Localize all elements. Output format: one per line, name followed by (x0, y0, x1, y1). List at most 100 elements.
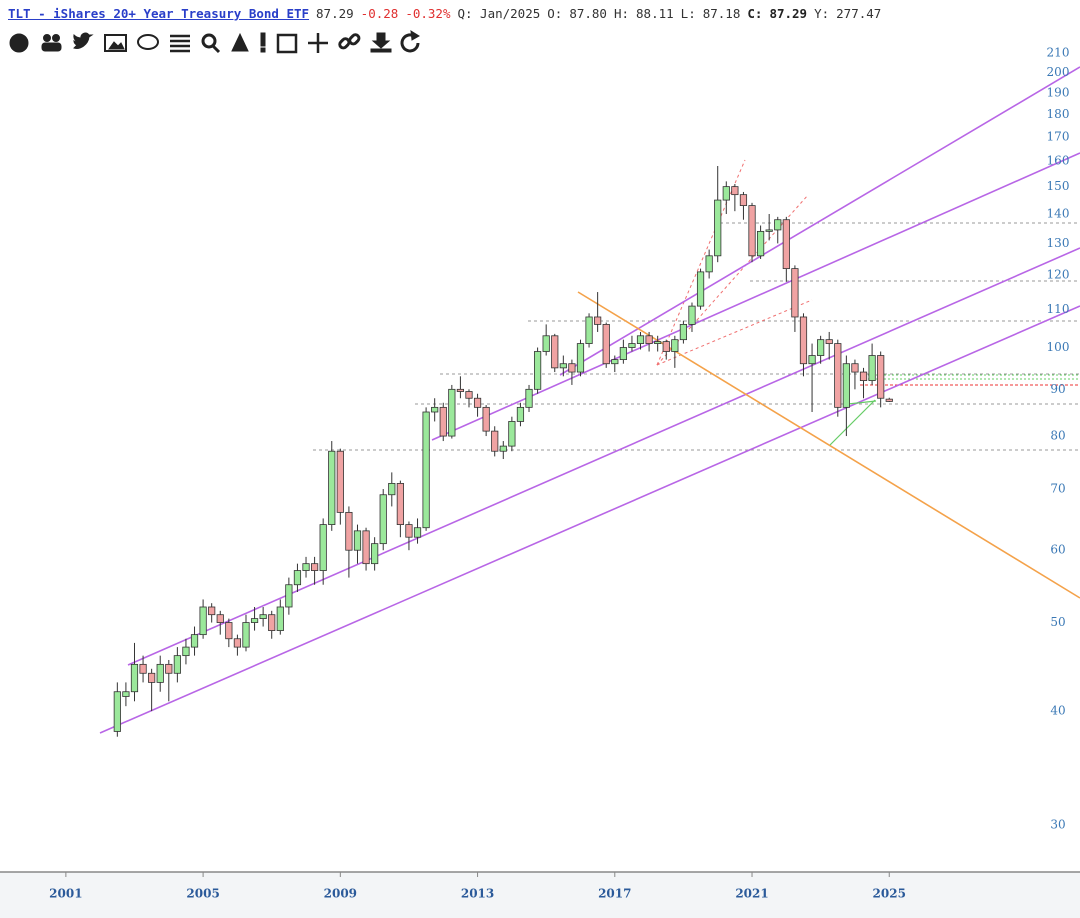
candle-body (328, 450, 336, 525)
candle-body (310, 563, 319, 571)
candle-body (173, 655, 181, 674)
candle-body (782, 219, 790, 270)
x-tick-label: 2001 (49, 887, 82, 901)
candle-body (165, 663, 173, 674)
y-tick-label: 130 (1047, 236, 1070, 250)
high-label: H: (613, 6, 630, 21)
candle-body (190, 634, 199, 648)
candle-body (388, 483, 396, 496)
trend-line (829, 399, 876, 446)
candle-body (130, 663, 139, 693)
y-tick-label: 190 (1047, 85, 1070, 99)
candle-body (439, 406, 447, 437)
y-tick-label: 70 (1050, 482, 1065, 496)
search-icon[interactable] (201, 33, 221, 54)
users-icon[interactable] (41, 34, 62, 52)
triangle-icon[interactable] (231, 32, 249, 52)
channel-line (127, 247, 1080, 666)
high: 88.11 (636, 6, 674, 21)
link-icon[interactable] (338, 33, 361, 50)
image-icon-inner (108, 41, 125, 50)
candle-body (611, 359, 619, 365)
last-price: 87.29 (316, 6, 354, 21)
candle-body (413, 527, 422, 538)
candle-body (516, 406, 525, 422)
candle-body (250, 618, 259, 623)
candle-body (319, 524, 327, 571)
alert-icon[interactable] (260, 32, 266, 53)
x-tick-label: 2009 (324, 887, 357, 901)
candle-body (122, 691, 130, 697)
candle-body (885, 398, 893, 402)
candle-body (868, 355, 876, 382)
comment-icon[interactable] (137, 34, 159, 50)
x-tick-label: 2021 (735, 887, 768, 901)
candle-body (696, 271, 705, 307)
year-label: Y: (814, 6, 830, 21)
candle-body (216, 614, 224, 623)
candle-body (817, 339, 825, 356)
candle-body (731, 186, 739, 196)
channel-line (99, 305, 1080, 734)
change: -0.28 (360, 6, 399, 21)
candle-body (834, 343, 842, 408)
list-icon[interactable] (170, 34, 190, 53)
period: Q: Jan/2025 (457, 6, 541, 21)
candle-body (859, 371, 868, 382)
candle-body (345, 511, 353, 551)
candle-body (508, 421, 516, 447)
candle-body (585, 316, 593, 344)
y-tick-label: 140 (1047, 207, 1070, 221)
candle-body (491, 430, 499, 452)
candle-body (851, 363, 859, 373)
low-label: L: (680, 6, 696, 21)
download-icon[interactable] (370, 32, 392, 53)
candle-body (268, 614, 276, 631)
candle-body (705, 255, 713, 273)
candle-body (619, 347, 627, 361)
candle-body (688, 305, 696, 325)
y-tick-label: 170 (1047, 129, 1070, 143)
trend-line (847, 400, 877, 405)
candle-body (473, 397, 482, 408)
y-tick-label: 80 (1050, 429, 1065, 443)
candle-body (379, 494, 387, 545)
channel-line (431, 152, 1080, 441)
candle-body (739, 194, 748, 206)
candle-body (259, 614, 267, 620)
candle-body (748, 205, 756, 257)
channel-line (559, 66, 1080, 376)
close: 87.29 (769, 6, 808, 21)
candle-body (139, 663, 147, 674)
move-icon[interactable] (308, 33, 328, 53)
candle-body (482, 406, 490, 432)
y-tick-label: 150 (1047, 179, 1070, 193)
candle-body (551, 335, 559, 369)
candle-body (525, 388, 533, 408)
candle-body (594, 316, 602, 325)
candle-body (182, 646, 190, 657)
candle-body (542, 335, 550, 352)
candle-body (156, 663, 164, 683)
candle-body (799, 316, 808, 365)
change-pct: -0.32% (405, 6, 451, 21)
calendar-icon[interactable] (276, 33, 298, 54)
open: 87.80 (569, 6, 607, 21)
candle-body (431, 406, 439, 413)
year: 277.47 (836, 6, 882, 21)
refresh-icon[interactable] (400, 33, 420, 53)
image-icon[interactable] (104, 34, 127, 52)
low: 87.18 (702, 6, 741, 21)
candle-body (654, 341, 662, 344)
open-label: O: (547, 6, 563, 21)
candle-body (336, 450, 344, 513)
candle-body (662, 341, 670, 352)
symbol-title[interactable]: TLT - iShares 20+ Year Treasury Bond ETF (8, 6, 310, 21)
candle-body (293, 570, 302, 586)
dashboard-icon[interactable] (9, 33, 29, 53)
candle-body (576, 343, 585, 373)
candle-body (456, 388, 465, 392)
twitter-icon[interactable] (73, 32, 94, 49)
candle-body (396, 483, 404, 525)
